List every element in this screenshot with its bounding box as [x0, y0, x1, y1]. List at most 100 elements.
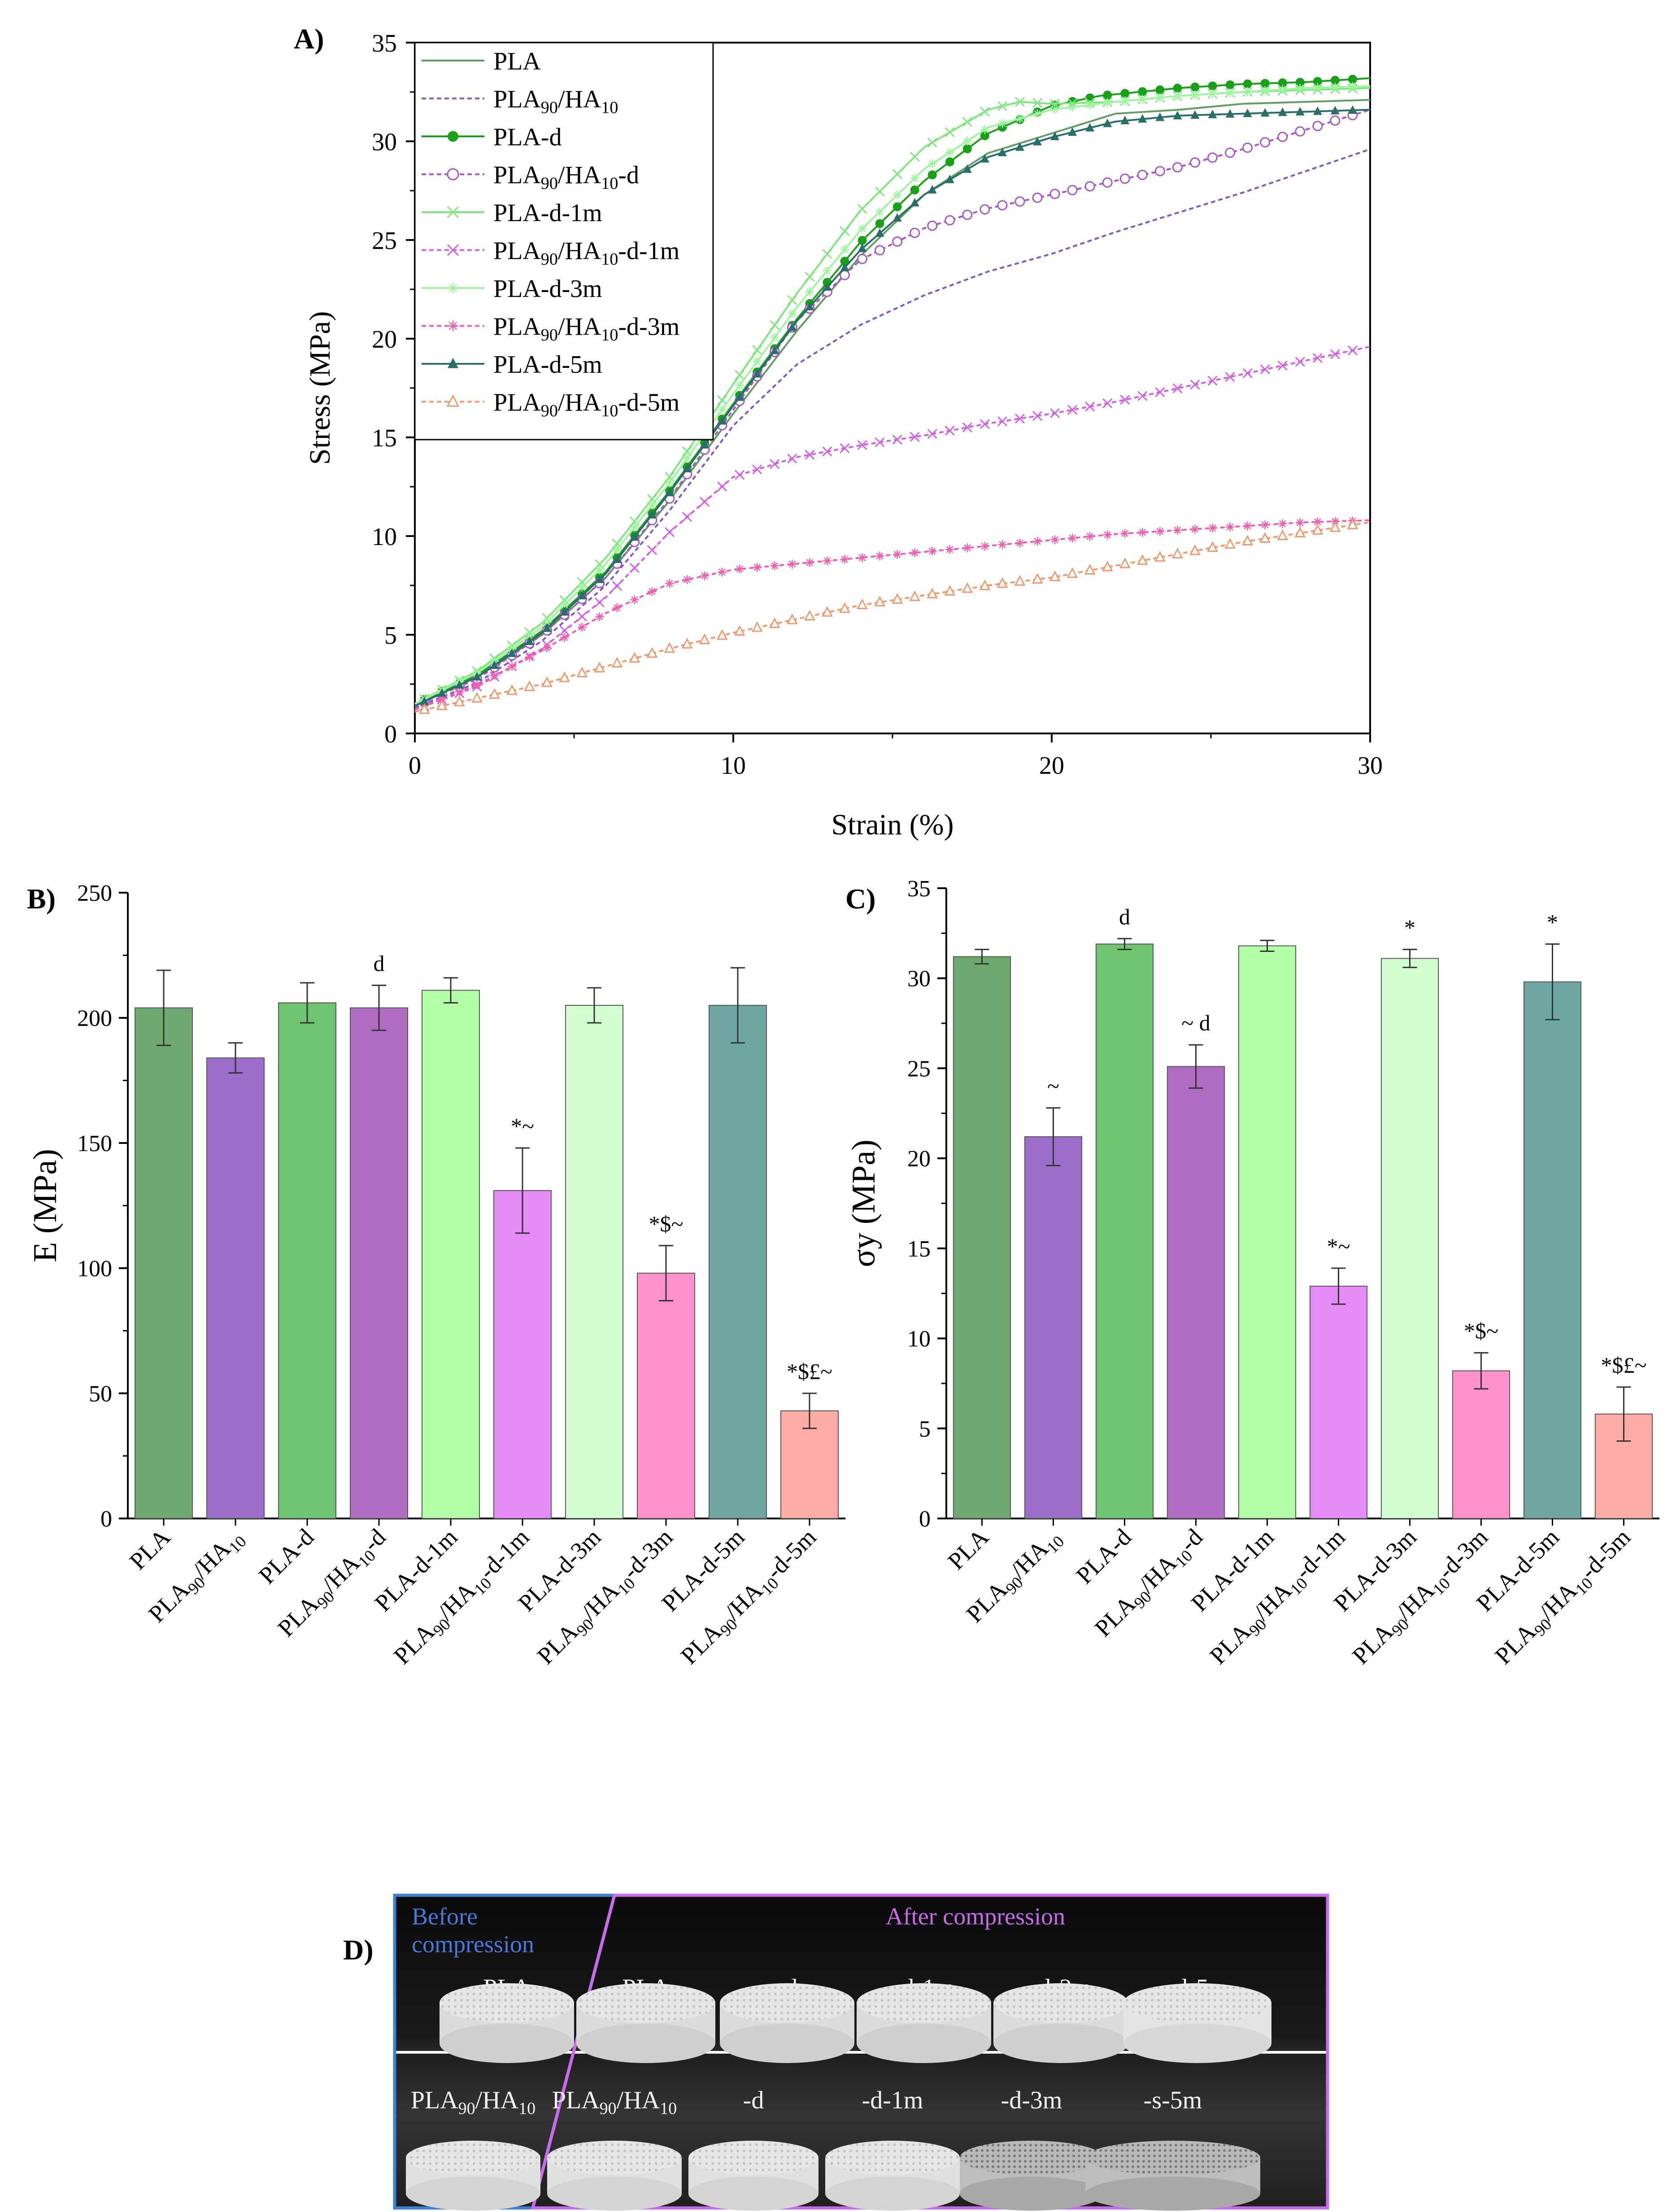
legend-label: PLA90/HA10-d: [493, 161, 639, 193]
x-tick-label: 30: [1358, 752, 1383, 780]
data-point: [420, 696, 429, 705]
data-point: [979, 106, 990, 117]
sample-disc-bottom: [1123, 2024, 1271, 2063]
data-point: [665, 488, 674, 497]
data-point: [1068, 533, 1077, 543]
legend-box: [414, 42, 714, 441]
label-part: PLA-d-5m: [493, 351, 602, 379]
significance-label: d: [374, 951, 385, 976]
data-point: [945, 175, 954, 183]
legend-label: PLA-d-1m: [493, 199, 602, 227]
data-point: [1295, 107, 1305, 116]
data-point: [1171, 548, 1183, 558]
data-point: [787, 295, 797, 305]
data-point: [1347, 519, 1358, 529]
panel-b-label: B): [27, 883, 56, 915]
data-point: [770, 320, 780, 330]
significance-label: *~: [1327, 1234, 1350, 1259]
data-point: [1120, 395, 1130, 405]
data-point: [1242, 368, 1253, 378]
data-point: [788, 322, 797, 331]
data-point: [560, 600, 569, 610]
data-point: [1014, 196, 1025, 207]
series-line: [414, 519, 1371, 711]
data-point: [1015, 114, 1024, 123]
panel-d-label: D): [343, 1934, 374, 1966]
y-tick-label: 20: [372, 326, 397, 353]
data-point: [507, 648, 517, 657]
data-point: [647, 500, 657, 510]
label-part: PLA-d: [493, 123, 562, 151]
label-part: 10: [601, 326, 618, 345]
data-point: [594, 662, 605, 672]
data-point: [944, 585, 956, 596]
data-point: [595, 565, 604, 575]
panel-c-label: C): [845, 883, 876, 915]
sample-label-bottom: -d-3m: [1001, 2086, 1062, 2114]
sample-label-bottom: PLA90/HA10: [552, 2086, 677, 2118]
sample-disc-top: [547, 2141, 682, 2175]
data-point: [1172, 383, 1183, 393]
data-point: [770, 459, 780, 469]
data-point: [1049, 188, 1060, 199]
data-point: [418, 703, 430, 714]
sample-disc-bottom: [547, 2177, 682, 2211]
data-point: [892, 236, 903, 247]
label-part: PLA: [942, 1523, 994, 1575]
label-part: 10: [518, 2099, 535, 2118]
data-point: [1032, 411, 1043, 421]
y-tick-label: 35: [907, 876, 931, 902]
data-point: [805, 558, 814, 567]
data-point: [1348, 82, 1357, 92]
data-point: [1348, 74, 1357, 84]
label-part: PLA: [411, 2086, 458, 2114]
category-label: PLA90/HA10-d-5m: [1489, 1523, 1638, 1672]
data-point: [1015, 538, 1024, 548]
label-part: 10: [601, 401, 618, 420]
data-point: [910, 185, 919, 195]
series-line: [414, 99, 1371, 707]
data-point: [997, 540, 1007, 550]
sample-disc-bottom: [688, 2177, 818, 2211]
data-point: [1102, 177, 1113, 188]
data-point: [1103, 118, 1112, 127]
bar: [1380, 958, 1439, 1519]
data-point: [1312, 353, 1323, 363]
data-point: [770, 345, 779, 354]
x-tick-label: 0: [409, 752, 421, 780]
data-point: [1032, 98, 1043, 108]
data-point: [927, 429, 937, 439]
data-point: [1085, 100, 1095, 110]
data-point: [804, 610, 815, 621]
sample-disc-bottom: [720, 2024, 854, 2063]
data-point: [734, 625, 745, 636]
data-point: [840, 262, 849, 271]
data-point: [683, 463, 692, 472]
bar: [1095, 943, 1154, 1519]
data-point: [840, 554, 849, 564]
data-point: [875, 219, 884, 228]
legend-label: PLA: [493, 48, 541, 75]
significance-label: *: [1404, 915, 1415, 940]
data-point: [962, 144, 972, 153]
stress-strain-chart: 0 5 10 15 20 25 30 35 0 10 20 30 Strain (%) Stress (M…: [304, 30, 1383, 841]
data-point: [1225, 88, 1235, 97]
data-point: [682, 512, 692, 522]
data-point: [453, 695, 465, 707]
data-point: [524, 680, 535, 691]
data-point: [892, 213, 902, 222]
bar: [1452, 1370, 1511, 1519]
sample-disc-bottom: [1085, 2177, 1260, 2211]
data-point: [1120, 116, 1130, 125]
sample-disc-bottom: [825, 2177, 960, 2211]
data-point: [839, 602, 850, 613]
data-point: [1119, 557, 1131, 568]
data-point: [857, 440, 867, 450]
data-point: [823, 282, 832, 291]
data-point: [1224, 538, 1236, 549]
label-part: PLA: [124, 1523, 176, 1575]
significance-label: *$~: [649, 1211, 683, 1236]
data-point: [1103, 98, 1112, 108]
data-point: [735, 370, 745, 380]
data-point: [630, 523, 639, 532]
